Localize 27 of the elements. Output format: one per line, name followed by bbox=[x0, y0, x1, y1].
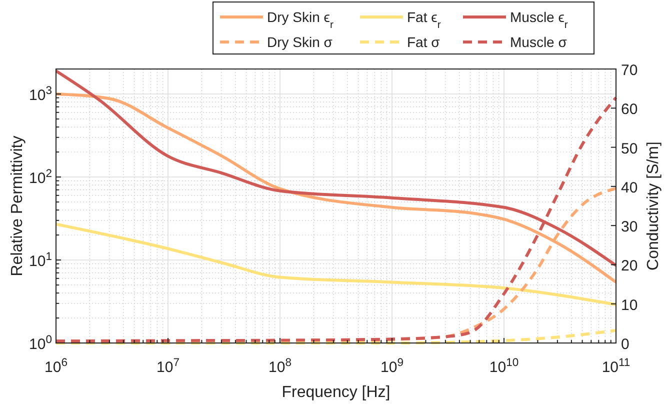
x-tick-label: 10$^{10}$ bbox=[489, 357, 519, 376]
y2-tick-label: 50 bbox=[621, 140, 638, 158]
x-tick-label: 10$^{6}$ bbox=[44, 357, 68, 376]
y2-tick-label: 60 bbox=[621, 101, 638, 118]
y2-tick-label: 20 bbox=[621, 258, 638, 275]
y2-tick-label: 0 bbox=[621, 336, 630, 353]
y2-axis-title: Conductivity [S/m] bbox=[645, 142, 662, 270]
x-tick-label: 10$^{7}$ bbox=[156, 357, 180, 376]
x-tick-label: 10$^{9}$ bbox=[380, 357, 404, 376]
y-axis-title: Relative Permittivity bbox=[9, 136, 26, 276]
x-tick-label: 10$^{11}$ bbox=[602, 357, 630, 376]
y2-tick-label: 40 bbox=[621, 179, 638, 196]
y2-tick-label: 70 bbox=[621, 62, 638, 79]
x-tick-label: 10$^{8}$ bbox=[268, 357, 292, 376]
y-tick-label: 10$^{2}$ bbox=[29, 168, 52, 187]
x-axis-title: Frequency [Hz] bbox=[282, 384, 390, 401]
y2-tick-label: 10 bbox=[621, 296, 638, 314]
y-tick-label: 10$^{0}$ bbox=[29, 334, 52, 353]
legend-label: Fat σ bbox=[407, 34, 440, 50]
legend-label: Fat ϵ$_{r}$ bbox=[407, 9, 442, 31]
legend-label: Muscle ϵ$_{r}$ bbox=[510, 9, 568, 31]
legend-label: Dry Skin σ bbox=[267, 34, 333, 50]
y-tick-label: 10$^{1}$ bbox=[29, 250, 52, 270]
y-tick-label: 10$^{3}$ bbox=[29, 84, 52, 104]
legend-label: Muscle σ bbox=[510, 34, 568, 50]
y2-tick-label: 30 bbox=[621, 218, 638, 236]
legend-label: Dry Skin ϵ$_{r}$ bbox=[267, 9, 334, 31]
